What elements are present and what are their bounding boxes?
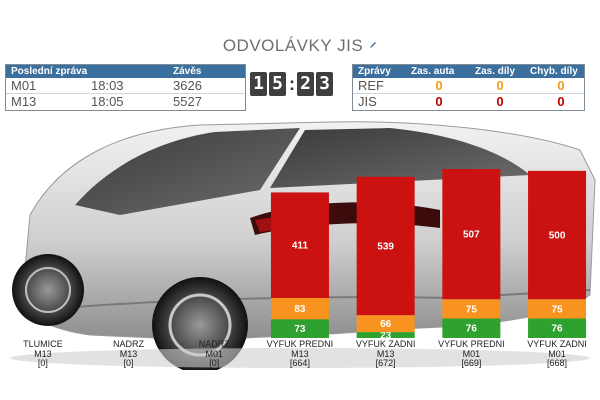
category-label-name: NADRZ xyxy=(113,339,145,349)
category-label: NADRZ M13 [0] xyxy=(89,339,169,369)
messages-header: Zprávy Zas. auta Zas. díly Chyb. díly xyxy=(353,65,584,78)
category-label-name: VYFUK PREDNI xyxy=(266,339,334,349)
car-buffer-col-header: Zas. auta xyxy=(411,66,455,77)
page-title: ODVOLÁVKY JIS xyxy=(0,34,600,56)
messages-row: JIS 0 0 0 xyxy=(353,94,584,109)
clock-digit: 2 xyxy=(297,72,314,96)
line-code: M13 xyxy=(11,94,37,109)
bar-value-label: 75 xyxy=(466,304,478,315)
hitch-value: 5527 xyxy=(173,94,202,109)
category-label-total: [0] xyxy=(37,358,48,368)
bar-segment[interactable] xyxy=(270,297,329,320)
edit-icon[interactable] xyxy=(369,34,377,54)
message-type: JIS xyxy=(358,94,377,109)
bar-value-label: 83 xyxy=(294,304,306,315)
bar-segment[interactable] xyxy=(270,319,329,338)
bar-segment[interactable] xyxy=(356,176,415,316)
clock-separator: : xyxy=(289,73,295,94)
category-label-line: M13 xyxy=(376,348,395,359)
messages-row: REF 0 0 0 xyxy=(353,78,584,94)
bar-segment[interactable] xyxy=(528,299,587,319)
message-time: 18:03 xyxy=(91,78,124,93)
hitch-col-header: Závěs xyxy=(173,66,202,77)
category-label-line: M01 xyxy=(548,348,566,359)
bar-value-label: 66 xyxy=(380,319,392,330)
category-label: TLUMICE M13 [0] xyxy=(3,339,83,369)
category-label-total: [0] xyxy=(123,358,134,368)
last-message-panel: Poslední zpráva Závěs M01 18:03 3626 M13… xyxy=(5,64,246,111)
hitch-value: 3626 xyxy=(173,78,202,93)
category-label: VYFUK PREDNI M01 [669] xyxy=(431,339,511,369)
parts-buffer-value: 0 xyxy=(496,94,504,109)
category-label-line: M13 xyxy=(34,348,52,359)
category-label-line: M01 xyxy=(205,348,223,359)
car-buffer-value: 0 xyxy=(435,78,443,93)
message-type: REF xyxy=(358,78,384,93)
bar-segment[interactable] xyxy=(356,315,415,333)
page-title-text: ODVOLÁVKY JIS xyxy=(222,36,364,55)
line-code: M01 xyxy=(11,78,37,93)
category-label: VYFUK ZADNI M13 [672] xyxy=(346,339,426,369)
category-label-total: [0] xyxy=(209,358,220,368)
category-label-line: M13 xyxy=(291,348,309,359)
clock-digit: 3 xyxy=(316,72,333,96)
bar-segment[interactable] xyxy=(528,318,587,338)
category-label-name: NADRZ xyxy=(198,339,230,349)
category-label-name: VYFUK PREDNI xyxy=(438,339,505,349)
category-label-total: [664] xyxy=(289,358,310,368)
bar-value-label: 539 xyxy=(377,241,394,252)
category-label-total: [668] xyxy=(547,358,568,368)
bar-segment[interactable] xyxy=(356,332,415,338)
messages-col-header: Zprávy xyxy=(358,66,391,77)
category-label-name: VYFUK ZADNI xyxy=(527,339,587,349)
clock-digit: 5 xyxy=(269,72,286,96)
bar-value-label: 411 xyxy=(292,241,309,252)
last-message-row: M01 18:03 3626 xyxy=(6,78,245,94)
bar-value-label: 76 xyxy=(551,324,563,335)
missing-parts-col-header: Chyb. díly xyxy=(530,66,578,77)
category-label-line: M01 xyxy=(462,348,481,359)
bar-value-label: 23 xyxy=(380,331,392,342)
category-label-total: [672] xyxy=(375,358,396,368)
category-label-name: VYFUK ZADNI xyxy=(355,339,416,349)
car-buffer-value: 0 xyxy=(435,94,443,109)
last-message-row: M13 18:05 5527 xyxy=(6,94,245,109)
bar-value-label: 73 xyxy=(294,324,306,335)
bar-segment[interactable] xyxy=(270,192,329,298)
bar-segment[interactable] xyxy=(528,170,587,300)
bar-value-label: 500 xyxy=(549,231,566,242)
parts-buffer-col-header: Zas. díly xyxy=(475,66,516,77)
bar-value-label: 75 xyxy=(551,304,563,315)
category-label-line: M13 xyxy=(119,348,138,359)
missing-parts-value: 0 xyxy=(557,94,565,109)
clock: 1 5 : 2 3 xyxy=(250,72,335,96)
bar-segment[interactable] xyxy=(442,299,501,319)
bar-value-label: 507 xyxy=(463,230,480,241)
bar-segment[interactable] xyxy=(442,318,501,338)
bar-segment[interactable] xyxy=(442,169,501,300)
clock-digit: 1 xyxy=(250,72,267,96)
messages-panel: Zprávy Zas. auta Zas. díly Chyb. díly RE… xyxy=(352,64,585,111)
last-message-header: Poslední zpráva Závěs xyxy=(6,65,245,78)
parts-buffer-value: 0 xyxy=(496,78,504,93)
last-message-col-header: Poslední zpráva xyxy=(11,66,88,77)
category-label-name: TLUMICE xyxy=(23,339,63,349)
category-label: VYFUK ZADNI M01 [668] xyxy=(517,339,597,369)
message-time: 18:05 xyxy=(91,94,124,109)
category-label: NADRZ M01 [0] xyxy=(174,339,254,369)
missing-parts-value: 0 xyxy=(557,78,565,93)
category-label-total: [669] xyxy=(461,358,482,368)
bar-value-label: 76 xyxy=(466,324,478,335)
category-label: VYFUK PREDNI M13 [664] xyxy=(260,339,340,369)
